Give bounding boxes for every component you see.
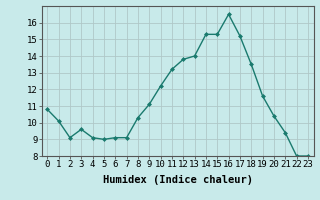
X-axis label: Humidex (Indice chaleur): Humidex (Indice chaleur) bbox=[103, 175, 252, 185]
